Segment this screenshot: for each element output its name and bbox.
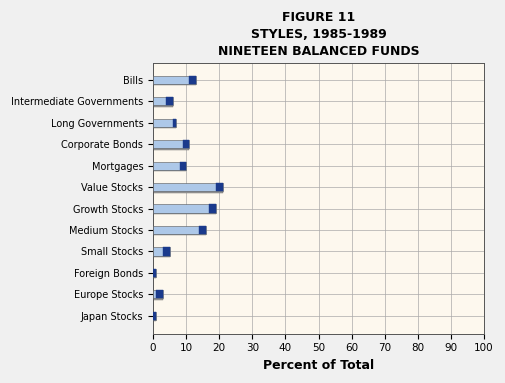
Bar (153, 290, 163, 298)
Bar (153, 209, 216, 214)
Bar (173, 119, 176, 127)
Bar (153, 312, 157, 320)
Bar (153, 101, 173, 107)
Bar (157, 290, 163, 298)
Bar (153, 226, 206, 234)
Bar (183, 140, 189, 148)
Bar (153, 273, 157, 278)
X-axis label: Percent of Total: Percent of Total (263, 359, 374, 372)
Bar (153, 80, 196, 85)
Bar (153, 295, 163, 300)
Title: FIGURE 11
STYLES, 1985-1989
NINETEEN BALANCED FUNDS: FIGURE 11 STYLES, 1985-1989 NINETEEN BAL… (218, 11, 419, 58)
Bar (153, 247, 170, 255)
Bar (153, 205, 216, 213)
Bar (153, 97, 173, 105)
Bar (153, 119, 176, 127)
Bar (153, 140, 189, 148)
Bar (153, 123, 176, 128)
Bar (153, 183, 223, 191)
Bar (153, 269, 157, 277)
Bar (153, 252, 170, 257)
Bar (153, 312, 157, 320)
Bar (210, 205, 216, 213)
Bar (153, 144, 189, 150)
Bar (153, 76, 196, 84)
Bar (153, 187, 223, 193)
Bar (189, 76, 196, 84)
Bar (153, 230, 206, 236)
Bar (180, 162, 186, 170)
Bar (153, 166, 186, 171)
Bar (199, 226, 206, 234)
Bar (153, 269, 157, 277)
Bar (166, 97, 173, 105)
Bar (216, 183, 223, 191)
Bar (153, 162, 186, 170)
Bar (163, 247, 170, 255)
Bar (153, 316, 157, 321)
